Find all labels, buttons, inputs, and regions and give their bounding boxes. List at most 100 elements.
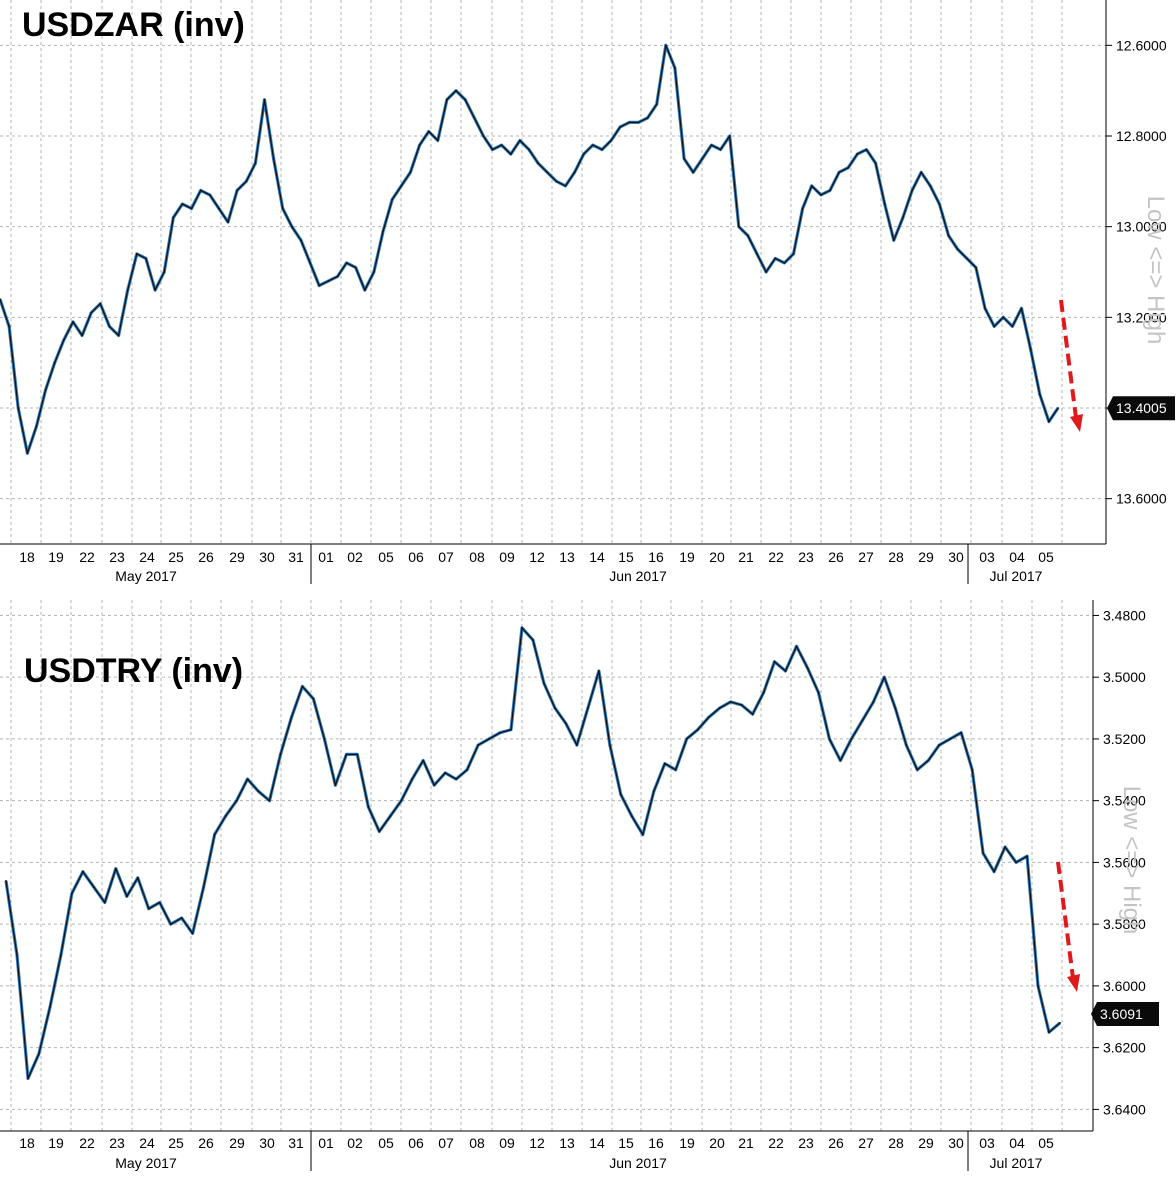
- data-point: [652, 790, 655, 793]
- data-point: [389, 815, 392, 817]
- data-point: [263, 98, 266, 101]
- last-value-label: 13.4005: [1116, 400, 1167, 416]
- x-tick-label: 23: [798, 1135, 814, 1151]
- data-point: [630, 815, 633, 817]
- data-point: [509, 153, 512, 156]
- data-point: [433, 784, 436, 787]
- data-point: [610, 139, 612, 142]
- x-tick-label: 22: [768, 549, 784, 565]
- data-point: [411, 778, 414, 780]
- chart-title: USDZAR (inv): [22, 6, 245, 44]
- data-point: [455, 778, 457, 780]
- data-point: [5, 880, 7, 882]
- y-tick-label: 3.6400: [1103, 1101, 1146, 1117]
- data-point: [181, 203, 184, 205]
- data-point: [773, 660, 776, 663]
- x-tick-label: 16: [648, 549, 664, 565]
- data-point: [774, 257, 777, 260]
- data-point: [838, 171, 840, 174]
- month-label: May 2017: [115, 568, 177, 584]
- data-point: [499, 731, 501, 734]
- data-point: [436, 139, 439, 142]
- chart-title: USDTRY (inv): [24, 652, 243, 690]
- data-point: [72, 321, 74, 323]
- data-point: [268, 799, 271, 802]
- data-point: [984, 307, 986, 310]
- data-point: [874, 162, 877, 165]
- data-point: [1002, 316, 1005, 319]
- data-point: [92, 886, 95, 888]
- x-tick-label: 28: [888, 549, 904, 565]
- x-tick-label: 30: [948, 549, 964, 565]
- x-tick-label: 01: [318, 1135, 334, 1151]
- x-tick-label: 22: [768, 1135, 784, 1151]
- x-tick-label: 03: [979, 1135, 995, 1151]
- data-point: [334, 784, 337, 787]
- y-tick-label: 3.5400: [1103, 793, 1146, 809]
- data-point: [510, 728, 512, 731]
- x-tick-label: 05: [378, 1135, 394, 1151]
- data-point: [619, 126, 622, 128]
- data-point: [701, 157, 704, 160]
- data-point: [473, 117, 476, 119]
- data-point: [301, 685, 304, 688]
- data-point: [17, 407, 20, 409]
- data-point: [147, 907, 150, 910]
- x-tick-label: 12: [529, 1135, 545, 1151]
- y-tick-label: 13.2000: [1116, 309, 1167, 325]
- x-tick-label: 25: [168, 1135, 184, 1151]
- x-tick-label: 14: [589, 1135, 605, 1151]
- data-point: [1020, 307, 1023, 310]
- data-point: [108, 325, 111, 328]
- x-tick-label: 23: [109, 1135, 125, 1151]
- data-point: [784, 670, 787, 672]
- data-point: [598, 670, 600, 672]
- x-tick-label: 04: [1009, 549, 1025, 565]
- data-point: [883, 676, 886, 679]
- data-point: [136, 876, 139, 879]
- data-point: [455, 89, 457, 92]
- data-point: [236, 189, 239, 192]
- data-point: [227, 221, 229, 224]
- x-tick-label: 06: [408, 549, 424, 565]
- data-point: [756, 253, 758, 255]
- y-tick-label: 3.5000: [1103, 669, 1146, 685]
- usdtry-chart: 3.4800 3.5000 3.5200 3.5400 3.5600 3.5800 3.60…: [0, 600, 1159, 1171]
- data-point: [601, 148, 603, 151]
- data-point: [477, 744, 479, 746]
- data-point: [982, 852, 984, 855]
- x-tick-label: 04: [1009, 1135, 1025, 1151]
- month-label: Jul 2017: [990, 568, 1043, 584]
- x-tick-label: 08: [469, 1135, 485, 1151]
- month-label: May 2017: [115, 1155, 177, 1171]
- data-point: [916, 768, 919, 771]
- data-point: [8, 325, 11, 328]
- data-point: [783, 262, 786, 264]
- data-point: [208, 194, 211, 196]
- data-point: [902, 216, 904, 219]
- data-point: [464, 98, 467, 101]
- data-point: [905, 744, 908, 746]
- data-point: [872, 701, 875, 703]
- x-tick-label: 07: [438, 1135, 454, 1151]
- data-point: [363, 289, 366, 291]
- data-point: [576, 744, 578, 746]
- data-point: [820, 194, 822, 196]
- data-point: [125, 895, 128, 898]
- x-tick-label: 05: [1038, 1135, 1054, 1151]
- data-point: [591, 144, 594, 147]
- x-tick-label: 21: [738, 549, 754, 565]
- data-point: [213, 833, 216, 836]
- data-point: [1038, 393, 1041, 396]
- x-tick-label: 27: [858, 549, 874, 565]
- data-point: [1059, 1022, 1061, 1024]
- y-tick-label: 3.5200: [1103, 731, 1146, 747]
- data-point: [60, 954, 62, 956]
- data-point: [971, 768, 974, 771]
- data-point: [1029, 348, 1032, 350]
- x-tick-label: 20: [709, 549, 725, 565]
- data-point: [532, 639, 534, 641]
- x-tick-label: 29: [918, 1135, 934, 1151]
- data-point: [71, 892, 73, 895]
- data-point: [323, 738, 326, 740]
